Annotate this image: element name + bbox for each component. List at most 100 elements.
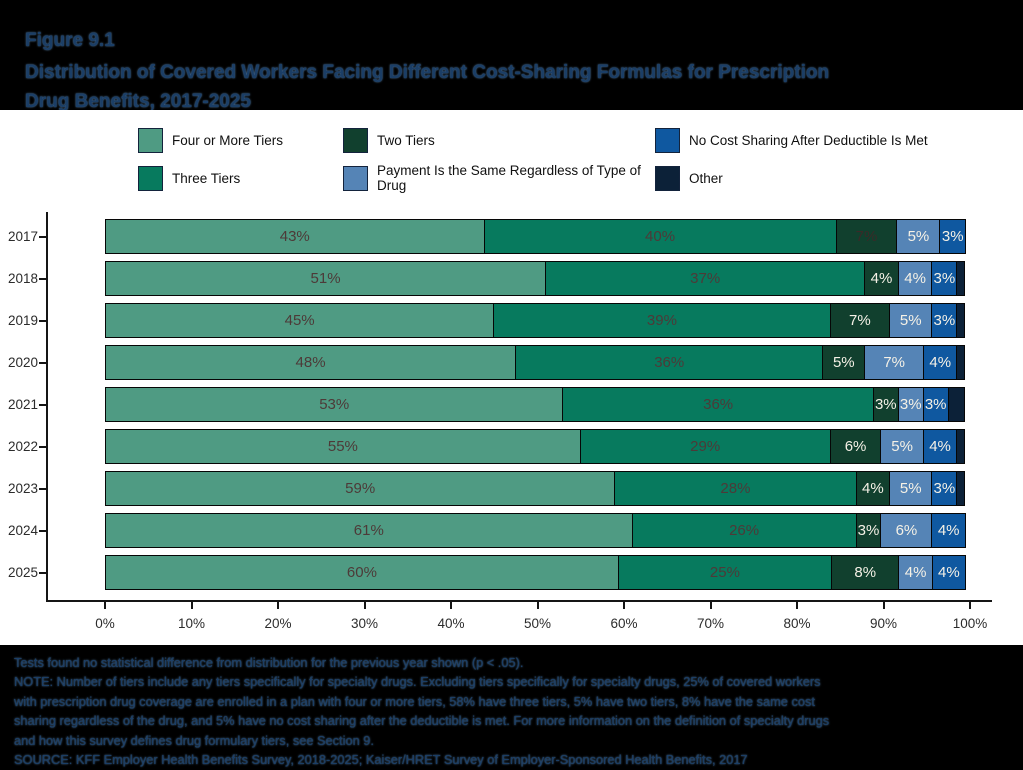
bar-value-label: 43% bbox=[279, 228, 310, 245]
legend-swatch-icon bbox=[138, 128, 163, 153]
bar-row-2025: 60% 25% 8% 4% 4% bbox=[105, 555, 970, 590]
x-axis-tick bbox=[536, 602, 539, 609]
bar-segment: 3% bbox=[931, 261, 958, 296]
footnote-line: and how this survey defines drug formula… bbox=[14, 732, 374, 748]
bar-segment: 6% bbox=[829, 429, 882, 464]
bar-value-label: 26% bbox=[729, 522, 760, 539]
bar-segment: 5% bbox=[889, 471, 933, 506]
bar-segment: 51% bbox=[105, 261, 547, 296]
y-axis-label: 2022 bbox=[7, 438, 38, 454]
bar-value-label: 7% bbox=[883, 354, 906, 371]
bar-value-label: 3% bbox=[933, 312, 956, 329]
bar-segment: 6% bbox=[880, 513, 933, 548]
legend-swatch-icon bbox=[655, 165, 680, 191]
bar-segment: 7% bbox=[864, 345, 925, 380]
y-axis-tick bbox=[39, 277, 48, 280]
bar-segment: 7% bbox=[829, 303, 891, 338]
chart-panel: Four or More Tiers Two Tiers No Cost Shari… bbox=[0, 110, 1023, 645]
bar-segment: 5% bbox=[822, 345, 866, 380]
x-axis-label: 30% bbox=[350, 616, 379, 631]
bar-value-label: 4% bbox=[937, 522, 960, 539]
legend-label: No Cost Sharing After Deductible Is Met bbox=[689, 133, 928, 148]
x-axis-label: 20% bbox=[264, 616, 292, 631]
x-axis-tick bbox=[190, 602, 193, 609]
bar-value-label: 3% bbox=[924, 396, 947, 413]
bar-value-label: 3% bbox=[933, 480, 956, 497]
x-axis-label: 70% bbox=[696, 616, 725, 631]
y-axis-label: 2024 bbox=[7, 522, 38, 538]
bar-segment: 25% bbox=[617, 555, 832, 590]
x-axis-label: 60% bbox=[610, 616, 638, 631]
bar-segment: 3% bbox=[931, 303, 958, 338]
bar-value-label: 7% bbox=[849, 312, 871, 329]
bar-segment: 26% bbox=[631, 513, 857, 548]
bar-segment bbox=[956, 345, 965, 380]
x-axis-label: 50% bbox=[523, 616, 552, 631]
bar-value-label: 4% bbox=[929, 438, 951, 455]
x-axis-label: 90% bbox=[869, 616, 898, 631]
bar-row-2020: 48% 36% 5% 7% 4% bbox=[105, 345, 970, 380]
bar-segment: 28% bbox=[614, 471, 857, 506]
bar-segment: 5% bbox=[889, 303, 933, 338]
bar-value-label: 59% bbox=[345, 480, 376, 497]
x-axis-label: 0% bbox=[95, 616, 115, 631]
bar-segment bbox=[956, 261, 965, 296]
bar-value-label: 4% bbox=[904, 270, 926, 287]
figure-number: Figure 9.1 bbox=[25, 30, 115, 51]
bar-segment: 3% bbox=[939, 219, 966, 254]
bar-segment: 4% bbox=[931, 555, 966, 590]
bar-value-label: 3% bbox=[933, 270, 956, 287]
x-axis-tick bbox=[277, 602, 279, 609]
bar-value-label: 3% bbox=[899, 396, 922, 413]
y-axis-label: 2019 bbox=[7, 312, 38, 328]
bar-segment: 8% bbox=[830, 555, 900, 590]
bar-segment: 4% bbox=[855, 471, 891, 506]
figure-header: Figure 9.1 Distribution of Covered Worke… bbox=[0, 0, 1023, 112]
legend-item-3: Three Tiers bbox=[138, 163, 343, 193]
bar-value-label: 40% bbox=[645, 228, 676, 245]
x-axis-tick bbox=[623, 602, 625, 609]
x-axis-label: 40% bbox=[437, 616, 465, 631]
bar-segment: 43% bbox=[105, 219, 485, 254]
bar-segment: 4% bbox=[922, 429, 958, 464]
footnote-line: sharing regardless of the drug, and 5% h… bbox=[14, 713, 830, 729]
bar-value-label: 36% bbox=[654, 354, 685, 371]
y-axis-label: 2021 bbox=[7, 396, 38, 412]
x-axis-label: 100% bbox=[952, 616, 988, 631]
y-axis-tick bbox=[39, 361, 48, 364]
bar-segment: 5% bbox=[896, 219, 941, 254]
x-axis-tick bbox=[969, 602, 971, 609]
bar-segment: 7% bbox=[835, 219, 898, 254]
bar-segment: 4% bbox=[898, 555, 933, 590]
bar-value-label: 61% bbox=[353, 522, 384, 539]
y-axis-tick bbox=[39, 571, 48, 574]
legend-swatch-icon bbox=[343, 165, 368, 191]
bar-value-label: 53% bbox=[319, 396, 350, 413]
bar-segment: 3% bbox=[922, 387, 949, 422]
y-axis-tick bbox=[39, 529, 48, 532]
bar-value-label: 39% bbox=[646, 312, 677, 329]
bar-row-2023: 59% 28% 4% 5% 3% bbox=[105, 471, 970, 506]
bar-segment: 36% bbox=[515, 345, 824, 380]
bar-segment: 3% bbox=[872, 387, 899, 422]
bar-segment: 60% bbox=[105, 555, 619, 590]
legend-item-5: Other bbox=[655, 163, 928, 193]
bar-segment: 3% bbox=[931, 471, 958, 506]
x-axis-tick bbox=[796, 602, 798, 609]
legend-item-4: Payment Is the Same Regardless of Type o… bbox=[343, 163, 655, 193]
bar-value-label: 4% bbox=[861, 480, 884, 497]
footnote-line: Tests found no statistical difference fr… bbox=[14, 655, 524, 670]
bar-value-label: 6% bbox=[895, 522, 918, 539]
bar-segment: 53% bbox=[105, 387, 564, 422]
source-line: SOURCE: KFF Employer Health Benefits Sur… bbox=[14, 752, 748, 768]
bar-value-label: 29% bbox=[690, 438, 721, 455]
legend-label: Payment Is the Same Regardless of Type o… bbox=[377, 163, 641, 193]
legend-label: Three Tiers bbox=[172, 170, 241, 186]
bar-row-2024: 61% 26% 3% 6% 4% bbox=[105, 513, 970, 548]
bar-segment: 4% bbox=[923, 345, 958, 380]
legend-label: Two Tiers bbox=[377, 133, 435, 148]
bar-segment: 55% bbox=[105, 429, 581, 464]
legend-item-0: Four or More Tiers bbox=[138, 128, 343, 153]
bar-value-label: 48% bbox=[295, 354, 326, 371]
x-axis-tick bbox=[104, 602, 106, 609]
